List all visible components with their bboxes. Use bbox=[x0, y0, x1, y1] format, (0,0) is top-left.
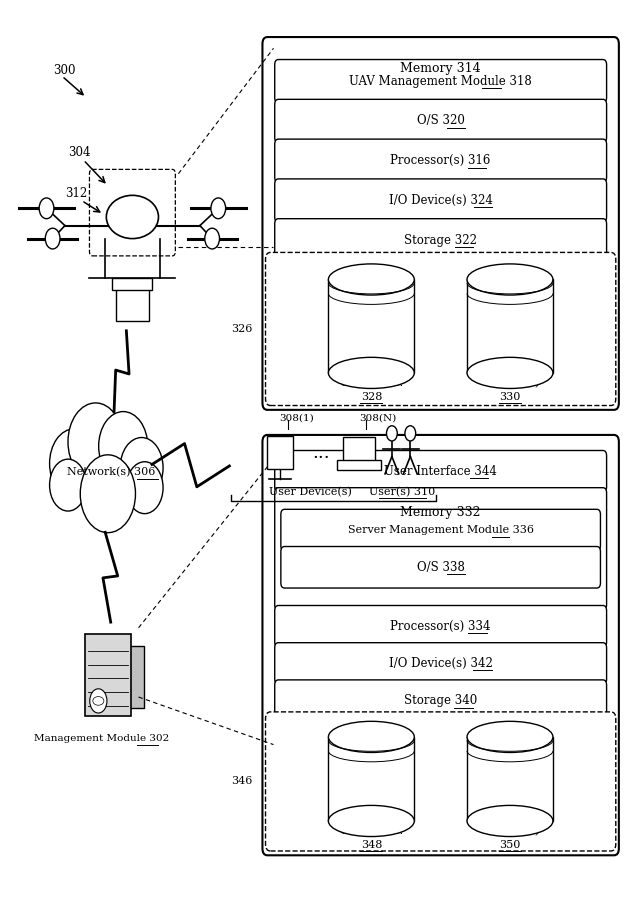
Circle shape bbox=[39, 198, 54, 219]
Text: UAV Management Module 318: UAV Management Module 318 bbox=[350, 75, 532, 87]
Text: 308(1): 308(1) bbox=[280, 414, 314, 423]
FancyBboxPatch shape bbox=[116, 287, 150, 321]
Text: Gesture(s): Gesture(s) bbox=[481, 378, 539, 388]
FancyBboxPatch shape bbox=[275, 642, 606, 684]
FancyBboxPatch shape bbox=[85, 634, 131, 716]
Text: User Device(s): User Device(s) bbox=[269, 487, 351, 497]
Polygon shape bbox=[467, 279, 553, 373]
FancyBboxPatch shape bbox=[275, 487, 606, 610]
FancyBboxPatch shape bbox=[275, 450, 606, 492]
Circle shape bbox=[405, 426, 416, 441]
Circle shape bbox=[50, 460, 86, 511]
Circle shape bbox=[68, 403, 123, 481]
FancyBboxPatch shape bbox=[112, 278, 152, 290]
FancyBboxPatch shape bbox=[343, 437, 375, 461]
Circle shape bbox=[50, 429, 98, 498]
FancyBboxPatch shape bbox=[275, 605, 606, 647]
Polygon shape bbox=[328, 279, 414, 373]
Text: Storage 340: Storage 340 bbox=[404, 694, 477, 707]
Text: O/S 320: O/S 320 bbox=[417, 114, 465, 127]
Text: User(s) 310: User(s) 310 bbox=[369, 487, 435, 497]
Circle shape bbox=[81, 455, 135, 532]
Text: I/O Device(s) 324: I/O Device(s) 324 bbox=[389, 194, 493, 207]
FancyBboxPatch shape bbox=[266, 252, 616, 405]
FancyBboxPatch shape bbox=[114, 646, 144, 708]
Text: Memory 314: Memory 314 bbox=[401, 61, 481, 75]
FancyBboxPatch shape bbox=[263, 37, 619, 410]
Ellipse shape bbox=[467, 358, 553, 388]
Text: Memory 332: Memory 332 bbox=[401, 506, 481, 519]
Text: 330: 330 bbox=[499, 392, 521, 402]
Text: Cust. Infor.: Cust. Infor. bbox=[340, 378, 403, 388]
Circle shape bbox=[89, 688, 107, 713]
Ellipse shape bbox=[328, 358, 414, 388]
Text: User Interface 344: User Interface 344 bbox=[384, 465, 497, 478]
Text: 312: 312 bbox=[65, 187, 87, 200]
FancyBboxPatch shape bbox=[266, 436, 293, 469]
Circle shape bbox=[204, 228, 220, 249]
Circle shape bbox=[211, 198, 226, 219]
Text: 308(N): 308(N) bbox=[359, 414, 397, 423]
FancyBboxPatch shape bbox=[266, 712, 616, 851]
Polygon shape bbox=[467, 737, 553, 821]
Text: 326: 326 bbox=[231, 324, 252, 334]
Text: 346: 346 bbox=[231, 777, 252, 787]
Text: Processor(s) 316: Processor(s) 316 bbox=[390, 154, 491, 168]
Text: Processor(s) 334: Processor(s) 334 bbox=[390, 620, 491, 633]
FancyBboxPatch shape bbox=[337, 460, 381, 470]
FancyBboxPatch shape bbox=[275, 680, 606, 722]
Text: 328: 328 bbox=[360, 392, 382, 402]
Circle shape bbox=[120, 438, 163, 498]
Text: 350: 350 bbox=[499, 841, 521, 851]
FancyBboxPatch shape bbox=[275, 139, 606, 182]
Text: 304: 304 bbox=[68, 147, 91, 159]
Ellipse shape bbox=[467, 722, 553, 752]
Text: 300: 300 bbox=[52, 64, 75, 77]
Text: Network(s) 306: Network(s) 306 bbox=[66, 467, 155, 478]
Ellipse shape bbox=[106, 196, 158, 239]
Ellipse shape bbox=[467, 264, 553, 295]
Circle shape bbox=[45, 228, 60, 249]
Text: Gesture(s): Gesture(s) bbox=[481, 826, 539, 836]
Text: Server Management Module 336: Server Management Module 336 bbox=[348, 525, 534, 535]
Ellipse shape bbox=[467, 805, 553, 836]
Ellipse shape bbox=[328, 264, 414, 295]
Text: Storage 322: Storage 322 bbox=[404, 234, 477, 247]
FancyBboxPatch shape bbox=[263, 435, 619, 855]
Circle shape bbox=[98, 412, 148, 481]
FancyBboxPatch shape bbox=[275, 219, 606, 262]
Text: O/S 338: O/S 338 bbox=[417, 560, 465, 574]
FancyBboxPatch shape bbox=[281, 547, 601, 588]
Text: 348: 348 bbox=[360, 841, 382, 851]
Circle shape bbox=[387, 426, 397, 441]
Text: ...: ... bbox=[312, 444, 330, 462]
Text: Management Module 302: Management Module 302 bbox=[34, 733, 169, 742]
Polygon shape bbox=[328, 737, 414, 821]
FancyBboxPatch shape bbox=[275, 179, 606, 223]
Ellipse shape bbox=[328, 805, 414, 836]
Circle shape bbox=[127, 461, 163, 514]
FancyBboxPatch shape bbox=[281, 509, 601, 551]
FancyBboxPatch shape bbox=[275, 59, 606, 103]
Ellipse shape bbox=[328, 722, 414, 752]
Text: Cust. Infor.: Cust. Infor. bbox=[340, 826, 403, 836]
Text: I/O Device(s) 342: I/O Device(s) 342 bbox=[389, 657, 493, 670]
FancyBboxPatch shape bbox=[275, 99, 606, 142]
